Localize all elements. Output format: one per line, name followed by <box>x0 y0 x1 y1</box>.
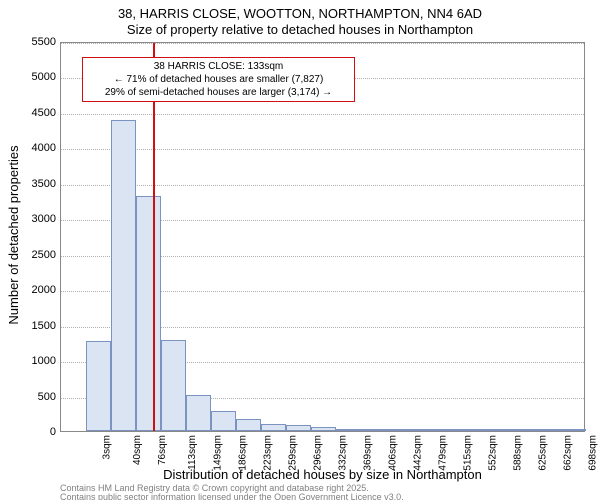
histogram-bar <box>411 429 436 431</box>
histogram-bar <box>211 411 236 431</box>
histogram-bar <box>511 429 536 431</box>
histogram-bar <box>286 425 311 431</box>
y-tick-label: 1000 <box>6 355 56 367</box>
histogram-bar <box>361 429 386 431</box>
x-tick-label: 40sqm <box>132 435 143 465</box>
y-tick-label: 2000 <box>6 284 56 296</box>
x-tick-label: 552sqm <box>487 435 498 471</box>
y-tick-label: 3000 <box>6 213 56 225</box>
histogram-bar <box>86 341 111 431</box>
y-tick-label: 0 <box>6 426 56 438</box>
histogram-bar <box>486 429 511 431</box>
histogram-bar <box>261 424 286 431</box>
histogram-bar <box>536 429 561 431</box>
histogram-bar <box>236 419 261 431</box>
y-tick-label: 2500 <box>6 249 56 261</box>
annotation-line1: 38 HARRIS CLOSE: 133sqm <box>87 60 350 73</box>
histogram-bar <box>461 429 486 431</box>
annotation-line3: 29% of semi-detached houses are larger (… <box>87 86 350 99</box>
grid-line <box>61 114 584 115</box>
grid-line <box>61 43 584 44</box>
x-tick-label: 332sqm <box>337 435 348 471</box>
chart-title-line1: 38, HARRIS CLOSE, WOOTTON, NORTHAMPTON, … <box>0 6 600 21</box>
histogram-bar <box>111 120 136 431</box>
y-tick-label: 4500 <box>6 107 56 119</box>
histogram-bar <box>161 340 186 431</box>
x-tick-label: 625sqm <box>537 435 548 471</box>
x-tick-label: 406sqm <box>387 435 398 471</box>
y-tick-label: 5500 <box>6 36 56 48</box>
x-tick-label: 479sqm <box>437 435 448 471</box>
x-tick-label: 588sqm <box>512 435 523 471</box>
x-tick-label: 3sqm <box>101 435 112 459</box>
grid-line <box>61 149 584 150</box>
y-tick-label: 1500 <box>6 320 56 332</box>
annotation-box: 38 HARRIS CLOSE: 133sqm← 71% of detached… <box>82 57 355 102</box>
x-tick-label: 113sqm <box>186 435 197 470</box>
grid-line <box>61 185 584 186</box>
x-tick-label: 259sqm <box>287 435 298 471</box>
y-tick-label: 500 <box>6 391 56 403</box>
histogram-bar <box>561 429 586 431</box>
x-tick-label: 662sqm <box>562 435 573 471</box>
x-tick-label: 369sqm <box>362 435 373 471</box>
y-axis-label: Number of detached properties <box>6 145 21 324</box>
chart-footnote: Contains HM Land Registry data © Crown c… <box>60 484 585 500</box>
footnote-line2: Contains public sector information licen… <box>60 492 404 500</box>
histogram-bar <box>186 395 211 431</box>
histogram-bar <box>136 196 161 431</box>
histogram-bar <box>436 429 461 431</box>
x-tick-label: 698sqm <box>587 435 598 471</box>
annotation-line2: ← 71% of detached houses are smaller (7,… <box>87 73 350 86</box>
x-tick-label: 515sqm <box>462 435 473 471</box>
x-tick-label: 442sqm <box>412 435 423 471</box>
histogram-bar <box>336 429 361 431</box>
y-tick-label: 3500 <box>6 178 56 190</box>
x-tick-label: 76sqm <box>157 435 168 465</box>
x-axis-label: Distribution of detached houses by size … <box>60 467 585 482</box>
x-tick-label: 223sqm <box>262 435 273 471</box>
x-tick-label: 186sqm <box>237 435 248 471</box>
x-tick-label: 149sqm <box>212 435 223 471</box>
y-tick-label: 5000 <box>6 71 56 83</box>
histogram-bar <box>386 429 411 431</box>
chart-title-line2: Size of property relative to detached ho… <box>0 22 600 37</box>
histogram-bar <box>311 427 336 431</box>
x-tick-label: 296sqm <box>312 435 323 471</box>
chart-plot-area: 38 HARRIS CLOSE: 133sqm← 71% of detached… <box>60 42 585 432</box>
y-tick-label: 4000 <box>6 142 56 154</box>
